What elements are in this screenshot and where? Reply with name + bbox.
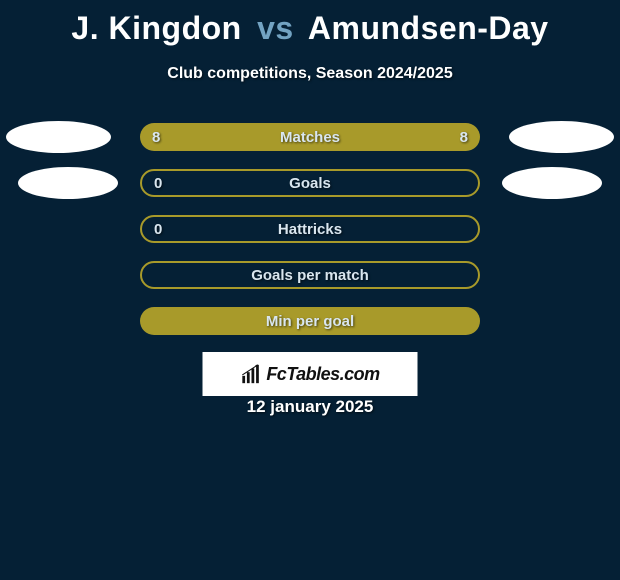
vs-text: vs — [257, 10, 294, 46]
stat-left-value: 0 — [154, 221, 162, 238]
player1-name: J. Kingdon — [71, 10, 241, 46]
player1-photo — [18, 167, 118, 199]
stat-label: Goals — [289, 175, 331, 192]
player2-photo — [502, 167, 602, 199]
player2-photo — [509, 121, 614, 153]
stat-row-goals: 0 Goals — [0, 169, 620, 197]
stat-pill: 0 Hattricks — [140, 215, 480, 243]
comparison-title: J. Kingdon vs Amundsen-Day — [0, 0, 620, 47]
stats-rows: 8 Matches 8 0 Goals 0 Hattricks Goals pe… — [0, 123, 620, 335]
brand-label: FcTables.com — [266, 364, 379, 385]
bar-chart-icon — [240, 363, 262, 385]
stat-row-goals-per-match: Goals per match — [0, 261, 620, 289]
stat-row-hattricks: 0 Hattricks — [0, 215, 620, 243]
stat-label: Hattricks — [278, 221, 342, 238]
player2-name: Amundsen-Day — [308, 10, 549, 46]
brand-box: FcTables.com — [203, 352, 418, 396]
date-label: 12 january 2025 — [0, 397, 620, 417]
stat-pill: 0 Goals — [140, 169, 480, 197]
stat-pill: Min per goal — [140, 307, 480, 335]
player1-photo — [6, 121, 111, 153]
stat-right-value: 8 — [460, 129, 468, 146]
stat-left-value: 8 — [152, 129, 160, 146]
stat-pill: 8 Matches 8 — [140, 123, 480, 151]
stat-left-value: 0 — [154, 175, 162, 192]
stat-label: Matches — [280, 129, 340, 146]
stat-row-matches: 8 Matches 8 — [0, 123, 620, 151]
stat-label: Min per goal — [266, 313, 354, 330]
stat-label: Goals per match — [251, 267, 369, 284]
stat-pill: Goals per match — [140, 261, 480, 289]
stat-row-min-per-goal: Min per goal — [0, 307, 620, 335]
subtitle: Club competitions, Season 2024/2025 — [0, 65, 620, 83]
